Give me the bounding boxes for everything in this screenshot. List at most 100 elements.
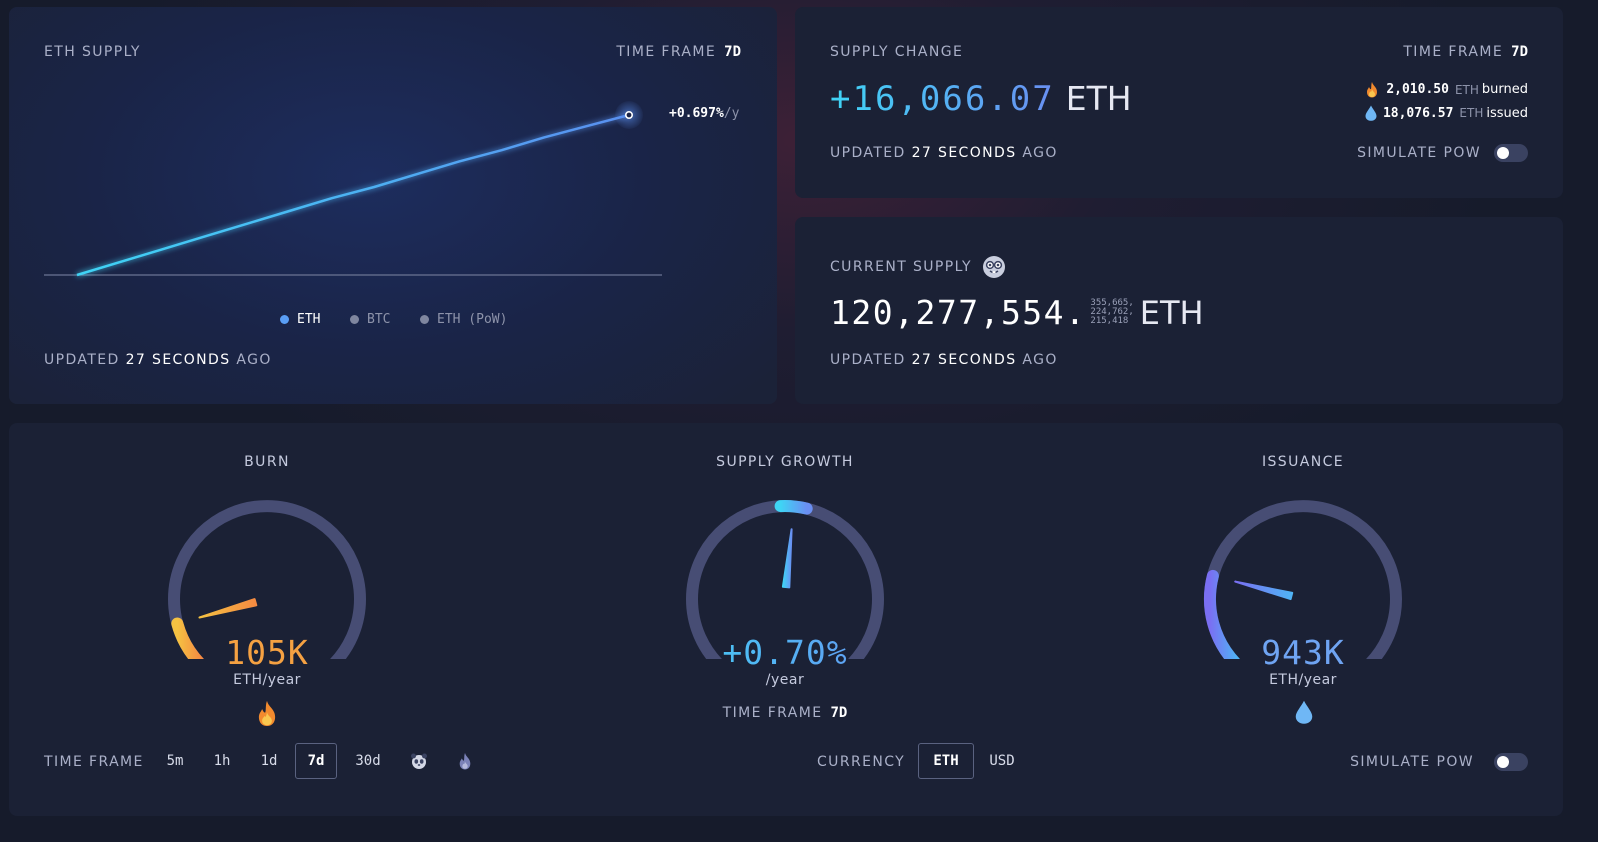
gauge-progress — [171, 617, 205, 659]
chart-line-eth — [76, 113, 630, 277]
supply-growth-gauge — [686, 500, 884, 659]
currency-label: CURRENCY — [817, 754, 906, 770]
growth-rate-label: +0.697%/y — [669, 106, 739, 121]
time-frame-1h-button[interactable]: 1h — [213, 753, 231, 769]
updated-status: UPDATED 27 SECONDS AGO — [830, 352, 1058, 368]
gauge-needle — [1234, 580, 1294, 601]
time-frame-7d-button[interactable]: 7d — [295, 743, 337, 779]
current-supply-unit: ETH — [1139, 293, 1204, 332]
gauge-progress — [1203, 569, 1241, 659]
supply-growth-gauge-value: +0.70% — [635, 633, 935, 672]
legend-dot-eth — [280, 315, 289, 324]
simulate-pow-toggle[interactable] — [1494, 144, 1528, 162]
legend-label-eth: ETH — [297, 312, 321, 327]
eth-supply-chart — [44, 101, 662, 277]
chart-series-eth — [76, 101, 643, 277]
updated-prefix: UPDATED — [830, 145, 906, 161]
droplet-icon — [1295, 700, 1313, 724]
gauge-track — [168, 500, 366, 659]
issuance-gauge-unit: ETH/year — [1269, 672, 1337, 688]
updated-status: UPDATED 27 SECONDS AGO — [44, 352, 272, 368]
fire-icon — [1367, 82, 1378, 98]
current-supply-header: CURRENT SUPPLY — [830, 255, 1006, 279]
legend-label-eth-pow: ETH (PoW) — [437, 312, 508, 327]
supply-growth-gauge-title: SUPPLY GROWTH — [716, 454, 854, 470]
legend-dot-btc — [350, 315, 359, 324]
time-frame-since-burn-button[interactable] — [453, 743, 477, 779]
current-supply-integer: 120,277,554. — [830, 293, 1087, 332]
time-frame-merge-button[interactable] — [407, 743, 431, 779]
current-supply-card: CURRENT SUPPLY 120,277,554. 355,665, 224… — [795, 217, 1563, 404]
issued-unit: ETH — [1459, 106, 1484, 120]
gauge-needle — [781, 528, 793, 589]
burned-row: 2,010.50 ETH burned — [1364, 81, 1528, 98]
issued-value: 18,076.57 — [1382, 105, 1454, 121]
updated-value: 27 SECONDS — [125, 352, 231, 368]
burned-unit: ETH — [1454, 82, 1479, 97]
eth-supply-card: ETH SUPPLY TIME FRAME 7d +0.697%/y ETH — [9, 7, 777, 404]
growth-rate-unit: /y — [723, 106, 740, 121]
burn-gauge-value: 105K — [225, 633, 309, 672]
simulate-pow-label: SIMULATE PoW — [1350, 754, 1474, 770]
burned-label: burned — [1481, 82, 1528, 97]
updated-suffix: AGO — [236, 352, 272, 368]
legend-dot-eth-pow — [420, 315, 429, 324]
supply-growth-time-frame: TIME FRAME 7d — [635, 705, 935, 721]
time-frame-indicator: TIME FRAME 7d — [1403, 44, 1528, 60]
growth-rate-value: +0.697% — [669, 106, 724, 121]
decimals-line-3: 215,418 — [1090, 316, 1129, 326]
issuance-gauge — [1203, 500, 1402, 659]
legend-item-eth[interactable]: ETH — [280, 312, 320, 327]
current-supply-decimals: 355,665, 224,762, 215,418 — [1090, 299, 1133, 326]
flame-icon — [459, 753, 471, 770]
legend-label-btc: BTC — [367, 312, 391, 327]
updated-suffix: AGO — [1022, 145, 1058, 161]
issuance-gauge-value: 943K — [1261, 633, 1345, 672]
time-frame-control-label: TIME FRAME — [44, 754, 144, 770]
legend-item-btc[interactable]: BTC — [350, 312, 390, 327]
updated-value: 27 SECONDS — [911, 352, 1017, 368]
time-frame-value: 7d — [724, 44, 741, 60]
updated-status: UPDATED 27 SECONDS AGO — [830, 145, 1058, 161]
time-frame-label: TIME FRAME — [616, 44, 717, 60]
issuance-gauge-title: ISSUANCE — [1261, 454, 1345, 470]
issued-row: 18,076.57 ETH issued — [1365, 105, 1528, 121]
updated-value: 27 SECONDS — [911, 145, 1017, 161]
currency-usd-button[interactable]: USD — [989, 753, 1015, 769]
supply-change-value: +16,066.07 — [830, 79, 1055, 119]
updated-prefix: UPDATED — [44, 352, 120, 368]
time-frame-value: 7d — [1511, 44, 1528, 60]
droplet-icon — [1365, 105, 1377, 121]
simulate-pow-toggle[interactable] — [1494, 753, 1528, 771]
burned-value: 2,010.50 — [1386, 82, 1449, 97]
nerd-face-icon — [982, 256, 1005, 278]
supply-change-title: SUPPLY CHANGE — [830, 44, 964, 60]
supply-change-amount: +16,066.07 ETH — [830, 79, 1132, 119]
decimals-line-2: 224,762, — [1090, 307, 1134, 317]
simulate-pow-label: SIMULATE PoW — [1357, 145, 1481, 161]
gauges-card: BURN 105K ETH/year SUPPLY GROWTH +0.70% … — [9, 423, 1563, 816]
eth-supply-title: ETH SUPPLY — [44, 44, 141, 60]
time-frame-label: TIME FRAME — [722, 705, 823, 721]
current-supply-amount: 120,277,554. 355,665, 224,762, 215,418 E… — [830, 293, 1204, 332]
time-frame-1d-button[interactable]: 1d — [260, 753, 278, 769]
time-frame-5m-button[interactable]: 5m — [166, 753, 184, 769]
legend-item-eth-pow[interactable]: ETH (PoW) — [420, 312, 507, 327]
gauge-progress — [774, 500, 813, 515]
decimals-line-1: 355,665, — [1090, 298, 1134, 308]
current-supply-title: CURRENT SUPPLY — [830, 259, 972, 275]
time-frame-30d-button[interactable]: 30d — [355, 753, 381, 769]
updated-prefix: UPDATED — [830, 352, 906, 368]
time-frame-indicator: TIME FRAME 7d — [616, 44, 741, 60]
burn-gauge-title: BURN — [244, 454, 290, 470]
burn-gauge-unit: ETH/year — [233, 672, 301, 688]
currency-eth-button[interactable]: ETH — [918, 743, 974, 779]
supply-growth-gauge-unit: /year — [765, 672, 805, 688]
chart-endpoint[interactable] — [624, 111, 633, 120]
time-frame-value: 7d — [830, 705, 848, 721]
burn-gauge — [168, 500, 366, 659]
supply-change-unit: ETH — [1065, 79, 1132, 118]
panda-icon — [411, 753, 427, 769]
fire-icon — [258, 700, 276, 726]
time-frame-label: TIME FRAME — [1403, 44, 1504, 60]
